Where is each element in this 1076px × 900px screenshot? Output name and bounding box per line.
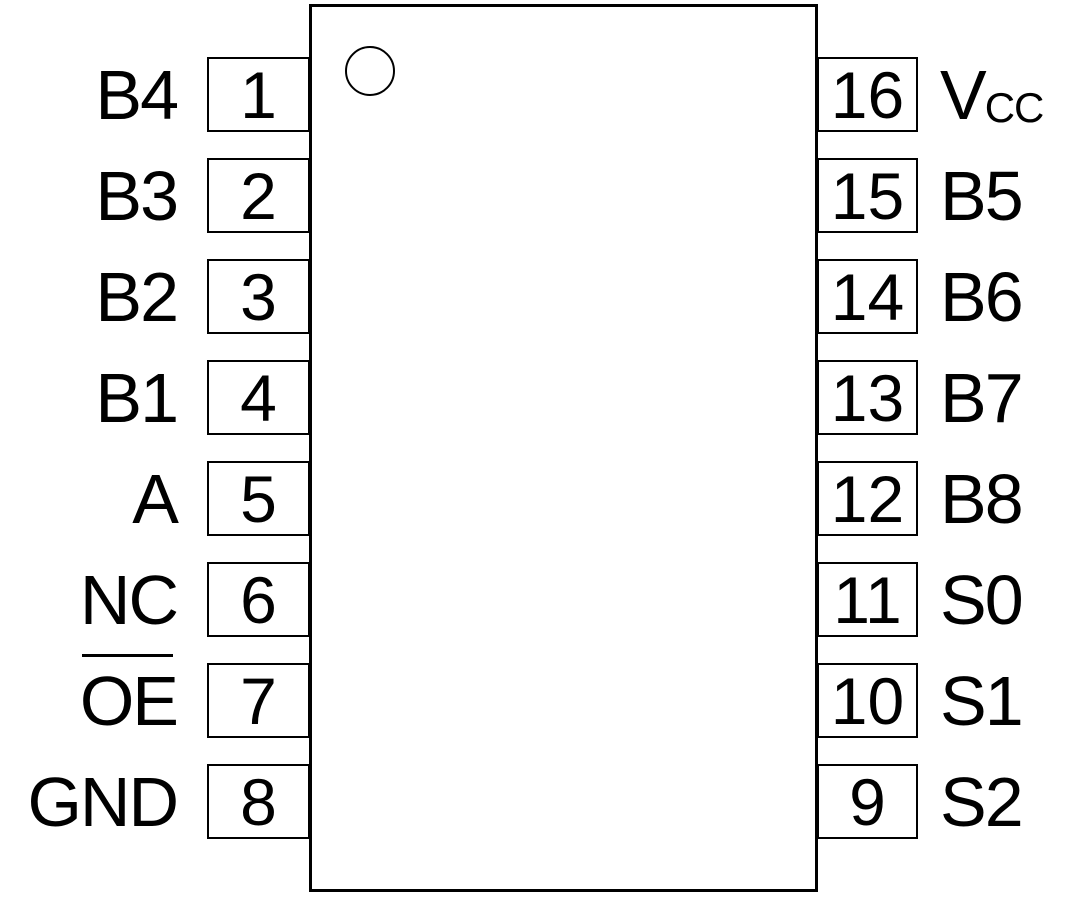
pin-row-8: GND 8: [0, 764, 310, 839]
pin-label: S1: [940, 661, 1024, 740]
pin-row-10: 10 S1: [817, 663, 1076, 738]
pin-number-box: 6: [207, 562, 310, 637]
pin-row-16: 16 VCC: [817, 57, 1076, 132]
pin-label: B6: [940, 257, 1024, 336]
pin-number-box: 5: [207, 461, 310, 536]
pin-number-box: 9: [817, 764, 918, 839]
ic-package-body: [309, 4, 818, 892]
pin-number-box: 12: [817, 461, 918, 536]
pin-label: B4: [95, 55, 179, 134]
pin-number-box: 11: [817, 562, 918, 637]
pin-label: A: [132, 459, 179, 538]
pin-label: NC: [79, 560, 179, 639]
pin-number-box: 4: [207, 360, 310, 435]
pin-label-subscript: CC: [984, 83, 1045, 131]
pin-row-2: B3 2: [0, 158, 310, 233]
pin-row-11: 11 S0: [817, 562, 1076, 637]
pin-number-box: 10: [817, 663, 918, 738]
pin1-indicator-icon: [345, 46, 395, 96]
pin-row-3: B2 3: [0, 259, 310, 334]
pin-label: S0: [940, 560, 1024, 639]
pin-row-12: 12 B8: [817, 461, 1076, 536]
pin-row-6: NC 6: [0, 562, 310, 637]
pin-row-7: OE 7: [0, 653, 310, 740]
pin-label-active-low: OE: [79, 653, 179, 740]
pin-row-14: 14 B6: [817, 259, 1076, 334]
pin-label: B1: [95, 358, 179, 437]
pin-label: S2: [940, 762, 1024, 841]
pin-number-box: 3: [207, 259, 310, 334]
pin-row-5: A 5: [0, 461, 310, 536]
pin-row-9: 9 S2: [817, 764, 1076, 839]
pin-label: B7: [940, 358, 1024, 437]
pin-label: B8: [940, 459, 1024, 538]
pin-row-4: B1 4: [0, 360, 310, 435]
pin-row-15: 15 B5: [817, 158, 1076, 233]
pin-number-box: 14: [817, 259, 918, 334]
pin-number-box: 13: [817, 360, 918, 435]
pin-number-box: 16: [817, 57, 918, 132]
pin-label-main: V: [940, 55, 987, 134]
pin-label: VCC: [940, 60, 1045, 131]
pin-label: B2: [95, 257, 179, 336]
pin-number-box: 2: [207, 158, 310, 233]
pin-label: B5: [940, 156, 1024, 235]
pin-number-box: 1: [207, 57, 310, 132]
pin-row-13: 13 B7: [817, 360, 1076, 435]
pin-number-box: 15: [817, 158, 918, 233]
pin-number-box: 8: [207, 764, 310, 839]
pin-label: GND: [27, 762, 179, 841]
pin-label: B3: [95, 156, 179, 235]
pin-row-1: B4 1: [0, 57, 310, 132]
pin-number-box: 7: [207, 663, 310, 738]
